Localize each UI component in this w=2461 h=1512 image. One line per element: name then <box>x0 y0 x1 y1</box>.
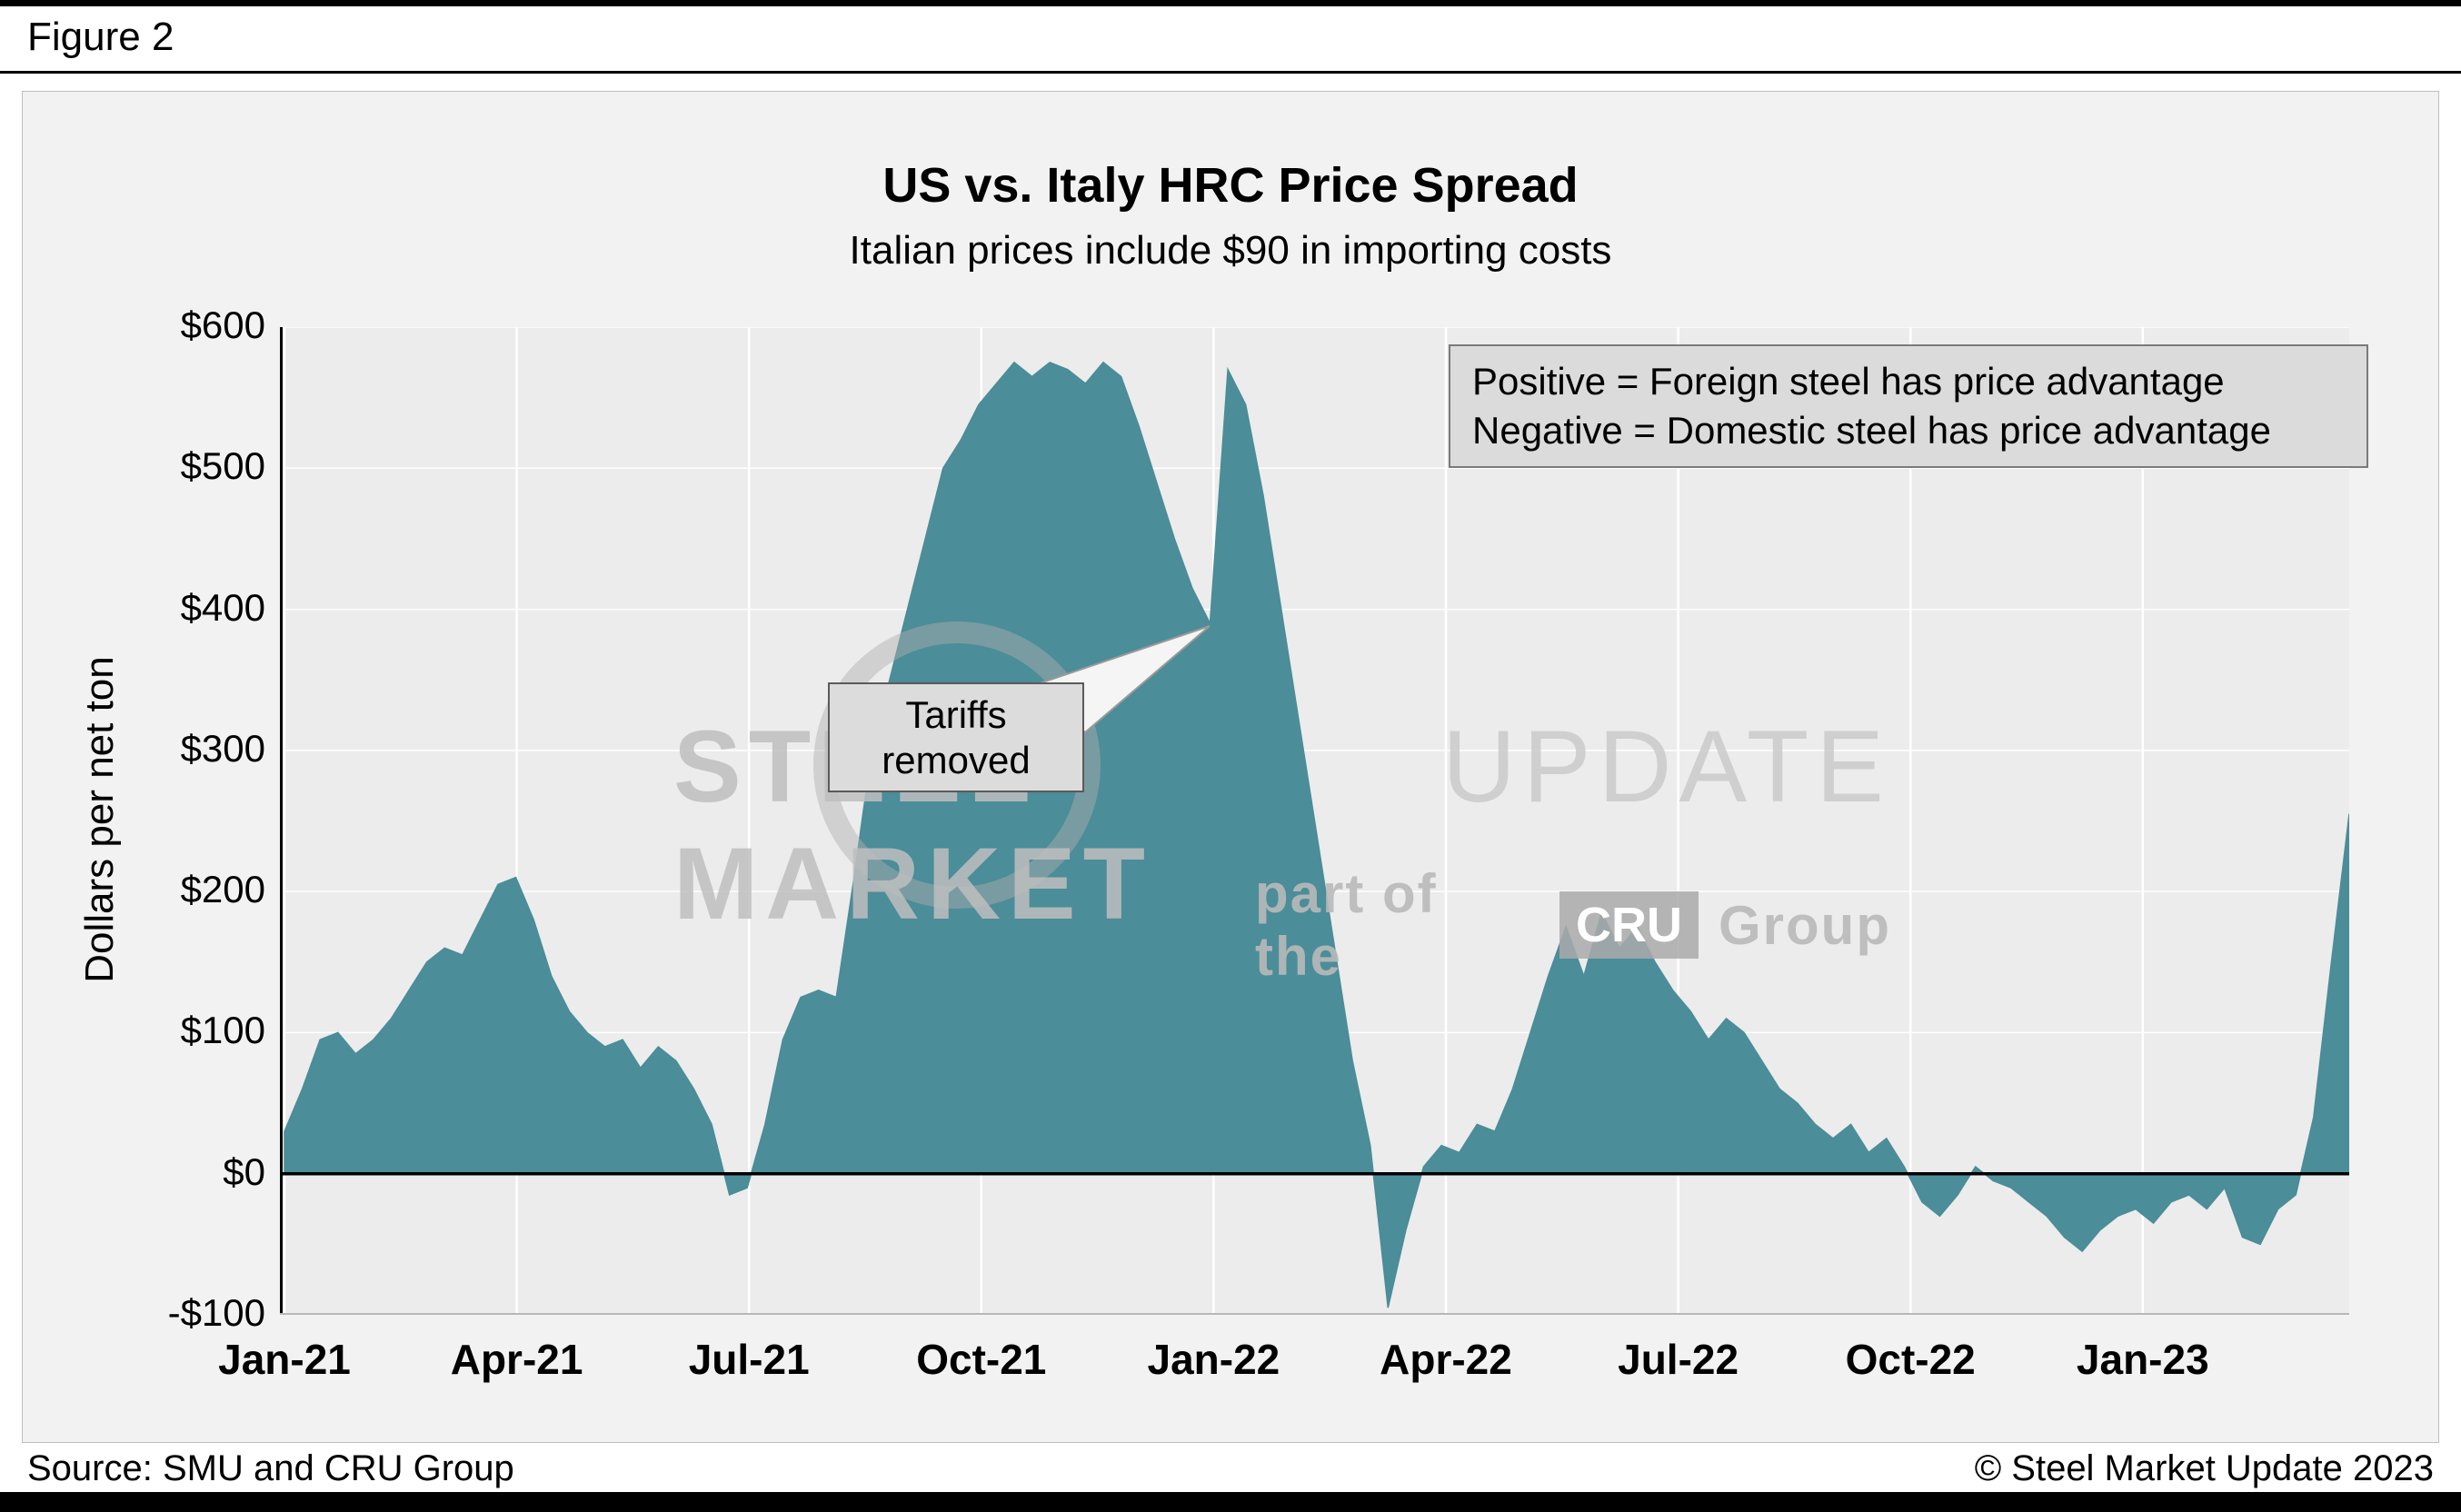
chart-panel: US vs. Italy HRC Price Spread Italian pr… <box>22 91 2439 1443</box>
x-tick-label: Jul-21 <box>688 1336 810 1383</box>
x-tick-label: Apr-22 <box>1380 1336 1512 1383</box>
y-tick-label: $400 <box>180 585 265 629</box>
legend-note-line1: Positive = Foreign steel has price advan… <box>1472 360 2225 403</box>
x-axis-tick-labels: Jan-21 Apr-21 Jul-21 Oct-21 Jan-22 Apr-22 Jul-… <box>218 1335 2349 1398</box>
legend-note-line2: Negative = Domestic steel has price adva… <box>1472 409 2271 452</box>
x-tick-label: Jan-22 <box>1147 1336 1280 1383</box>
y-tick-label: -$100 <box>167 1291 265 1334</box>
y-tick-label: $200 <box>180 868 265 911</box>
callout-line2: removed <box>882 738 1031 781</box>
y-tick-label: $0 <box>223 1149 265 1193</box>
x-tick-label: Jan-23 <box>2076 1336 2209 1383</box>
figure-rule <box>0 71 2461 74</box>
chart-subtitle: Italian prices include $90 in importing … <box>849 228 1612 273</box>
legend-note-box: Positive = Foreign steel has price advan… <box>1449 344 2368 468</box>
top-border-bar <box>0 0 2461 6</box>
x-tick-label: Oct-21 <box>916 1336 1047 1383</box>
chart-title: US vs. Italy HRC Price Spread <box>882 158 1579 213</box>
x-tick-label: Jul-22 <box>1618 1336 1739 1383</box>
y-tick-label: $600 <box>180 303 265 346</box>
figure-label: Figure 2 <box>27 15 174 59</box>
tariffs-removed-callout: Tariffs removed <box>828 682 1084 792</box>
y-tick-label: $500 <box>180 444 265 488</box>
source-credit: Source: SMU and CRU Group <box>27 1448 514 1488</box>
y-axis-tick-labels: $600 $500 $400 $300 $200 $100 $0 -$100 <box>118 303 265 1334</box>
y-axis-label: Dollars per net ton <box>77 656 122 983</box>
x-tick-label: Apr-21 <box>450 1336 583 1383</box>
x-tick-label: Jan-21 <box>218 1336 351 1383</box>
y-tick-label: $100 <box>180 1009 265 1052</box>
callout-line1: Tariffs <box>905 692 1007 736</box>
bottom-border-bar <box>0 1492 2461 1512</box>
copyright-notice: © Steel Market Update 2023 <box>1974 1448 2434 1488</box>
x-tick-label: Oct-22 <box>1845 1336 1976 1383</box>
y-tick-label: $300 <box>180 726 265 770</box>
price-spread-area-chart <box>280 327 2349 1315</box>
